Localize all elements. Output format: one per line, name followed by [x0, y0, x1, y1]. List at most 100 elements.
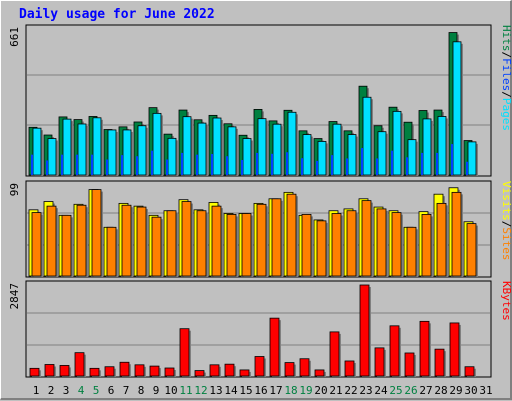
bar-sites-3 [61, 214, 73, 277]
bar-files-18 [286, 152, 288, 175]
bar-kbytes-9 [149, 365, 161, 377]
bar-sites-4 [76, 204, 88, 277]
bar-pages-3 [62, 118, 73, 176]
x-tick-label: 28 [434, 384, 447, 397]
bar-kbytes-18 [284, 362, 296, 377]
x-tick-label: 11 [179, 384, 192, 397]
bar-kbytes-2 [44, 364, 56, 377]
bar-kbytes-25 [389, 325, 401, 377]
bar-pages-1 [32, 127, 43, 176]
bar-kbytes-26 [404, 352, 416, 377]
bar-pages-26 [407, 139, 418, 176]
x-tick-label: 27 [419, 384, 432, 397]
legend-entry: Sites [500, 227, 512, 260]
x-tick-label: 8 [138, 384, 145, 397]
legend-entry: / [500, 52, 512, 59]
ymax-label-top: 661 [8, 27, 21, 47]
bar-kbytes-12 [194, 370, 206, 377]
bar-sites-8 [136, 206, 148, 277]
bar-kbytes-27 [419, 320, 431, 377]
bar-pages-25 [392, 110, 403, 176]
bar-pages-12 [197, 122, 208, 176]
x-tick-label: 24 [374, 384, 388, 397]
x-tick-label: 21 [329, 384, 342, 397]
legend-middle: Visits/Sites [500, 181, 512, 261]
bar-kbytes-8 [134, 364, 146, 377]
bar-pages-19 [302, 134, 313, 176]
bar-pages-21 [332, 123, 343, 176]
x-tick-label: 3 [63, 384, 70, 397]
bar-files-1 [31, 154, 33, 175]
bar-files-29 [451, 144, 453, 175]
bar-kbytes-11 [179, 328, 191, 377]
bar-sites-19 [301, 214, 313, 277]
bar-kbytes-5 [89, 367, 101, 377]
bar-kbytes-22 [344, 360, 356, 377]
bar-pages-4 [77, 123, 88, 176]
bar-sites-20 [316, 220, 328, 277]
x-tick-label: 12 [194, 384, 207, 397]
bar-files-16 [256, 152, 258, 175]
bar-pages-14 [227, 126, 238, 176]
x-tick-label: 9 [153, 384, 160, 397]
bar-kbytes-13 [209, 364, 221, 377]
bar-sites-18 [286, 193, 298, 277]
chart-title: Daily usage for June 2022 [19, 7, 215, 22]
bar-sites-10 [166, 210, 178, 277]
bar-pages-22 [347, 134, 358, 176]
bar-sites-12 [196, 210, 208, 277]
legend-entry: Pages [500, 98, 512, 131]
bar-sites-7 [121, 204, 133, 277]
bar-files-13 [211, 154, 213, 175]
legend-entry: / [500, 221, 512, 228]
x-tick-label: 31 [479, 384, 492, 397]
bar-pages-6 [107, 129, 118, 176]
bar-kbytes-20 [314, 369, 326, 377]
bar-pages-24 [377, 131, 388, 176]
bar-files-23 [361, 148, 363, 175]
bar-kbytes-30 [464, 366, 476, 377]
bar-files-26 [406, 157, 408, 175]
bar-kbytes-19 [299, 358, 311, 377]
bar-kbytes-4 [74, 352, 86, 377]
bar-files-4 [76, 154, 78, 175]
bar-kbytes-15 [239, 369, 251, 377]
bar-pages-27 [422, 118, 433, 176]
bar-sites-13 [211, 205, 223, 277]
bar-sites-23 [361, 200, 373, 277]
bar-files-9 [151, 150, 153, 175]
bar-pages-29 [452, 41, 463, 176]
bar-files-24 [376, 158, 378, 175]
bar-sites-2 [46, 205, 58, 277]
legend-entry: Files [500, 58, 512, 91]
bar-kbytes-3 [59, 365, 71, 377]
x-tick-label: 5 [93, 384, 100, 397]
bar-kbytes-28 [434, 348, 446, 377]
bar-files-6 [106, 159, 108, 175]
x-tick-label: 17 [269, 384, 282, 397]
ymax-label-bottom: 2847 [8, 283, 21, 310]
bar-pages-5 [92, 117, 103, 176]
legend-entry: KBytes [500, 281, 512, 321]
bar-sites-1 [31, 212, 43, 277]
bar-files-5 [91, 154, 93, 175]
bar-sites-26 [406, 226, 418, 277]
bar-files-3 [61, 154, 63, 175]
bar-pages-13 [212, 117, 223, 176]
x-tick-label: 25 [389, 384, 402, 397]
bar-sites-30 [466, 223, 478, 277]
x-tick-label: 20 [314, 384, 327, 397]
bar-files-11 [181, 152, 183, 175]
bar-files-25 [391, 150, 393, 175]
legend-entry: / [500, 91, 512, 98]
bar-sites-25 [391, 212, 403, 277]
bar-pages-2 [47, 138, 58, 176]
x-tick-label: 18 [284, 384, 297, 397]
x-tick-label: 7 [123, 384, 130, 397]
x-tick-label: 29 [449, 384, 462, 397]
bar-files-21 [331, 155, 333, 175]
bar-pages-20 [317, 141, 328, 176]
bar-sites-11 [181, 201, 193, 277]
